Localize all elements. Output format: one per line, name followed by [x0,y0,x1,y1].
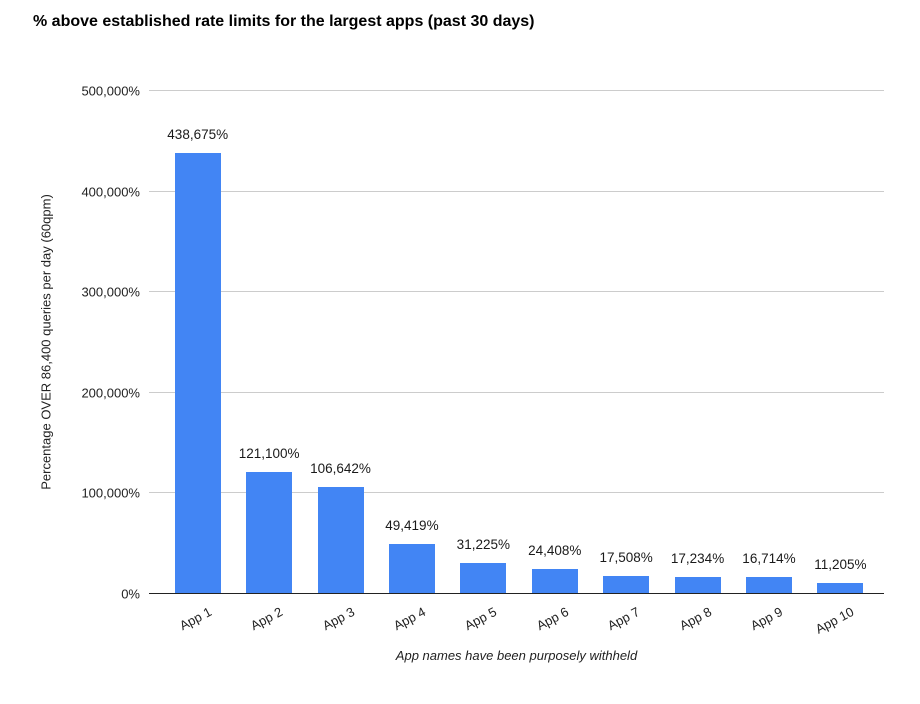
x-tick-label: App 6 [533,604,571,634]
bar-value-label: 106,642% [310,460,371,476]
x-tick-slot: App 2 [233,595,304,647]
x-tick-slot: App 1 [162,595,233,647]
x-tick-label: App 8 [676,604,714,634]
bar-slot: 121,100% [233,91,304,594]
bar-value-label: 17,508% [599,550,653,566]
bar-slot: 17,234% [662,91,733,594]
x-tick-slot: App 7 [590,595,661,647]
y-tick-label: 200,000% [81,385,140,401]
bar-value-label: 438,675% [167,126,229,142]
x-axis-tick-labels: App 1 App 2 App 3 App 4 App 5 App 6 App 7 App 8… [149,595,884,647]
bar-value-label: 11,205% [814,556,867,572]
x-tick-label: App 9 [747,604,785,634]
bar-value-label: 16,714% [742,551,796,567]
bar-value-label: 31,225% [456,536,510,552]
x-tick-label: App 4 [390,604,428,634]
bar-slot: 438,675% [162,91,233,594]
bar-app-3: 106,642% [310,461,371,594]
x-tick-label: App 2 [248,604,286,634]
bar-app-10: 11,205% [814,557,867,594]
gridline [149,391,884,393]
y-tick-label: 100,000% [81,485,140,501]
x-tick-slot: App 4 [376,595,447,647]
bar-slot: 24,408% [519,91,590,594]
x-tick-slot: App 9 [733,595,804,647]
gridline [149,90,884,91]
x-tick-slot: App 8 [662,595,733,647]
bar-slot: 106,642% [305,91,376,594]
chart-title: % above established rate limits for the … [33,13,535,30]
bar-slot: 31,225% [448,91,519,594]
bar-app-1: 438,675% [167,127,228,594]
x-tick-label: App 5 [462,604,500,634]
x-tick-label: App 3 [319,604,357,634]
bar-slot: 16,714% [733,91,804,594]
bar-app-5: 31,225% [457,537,510,594]
bar-value-label: 24,408% [528,543,582,559]
x-tick-label: App 1 [176,604,214,634]
bar-slot: 49,419% [376,91,447,594]
bar-slot: 17,508% [590,91,661,594]
x-tick-slot: App 10 [805,595,876,647]
bar-app-2: 121,100% [239,446,300,594]
y-tick-label: 300,000% [81,284,140,300]
bars-row: 438,675% 121,100% 106,642% 49,419% 31,225% 24… [149,91,884,594]
gridline [149,492,884,494]
bar-slot: 11,205% [805,91,876,594]
x-tick-slot: App 5 [448,595,519,647]
x-axis-baseline [149,593,884,594]
plot-area: 438,675% 121,100% 106,642% 49,419% 31,225% 24… [149,90,884,594]
bar-value-label: 17,234% [670,550,725,566]
x-tick-slot: App 6 [519,595,590,647]
gridline [149,190,884,192]
x-axis-caption: App names have been purposely withheld [395,648,638,663]
x-tick-slot: App 3 [305,595,376,647]
gridline [149,291,884,293]
bar-app-4: 49,419% [385,518,439,594]
bar-value-label: 49,419% [385,518,439,534]
y-tick-label: 0% [121,586,140,602]
y-axis-tick-labels: 0% 100,000% 200,000% 300,000% 400,000% 500,00… [0,84,140,602]
bar-app-9: 16,714% [742,551,796,594]
x-tick-label: App 10 [812,604,857,637]
y-tick-label: 400,000% [81,184,140,200]
bar-app-8: 17,234% [671,551,724,594]
y-tick-label: 500,000% [81,83,140,99]
bar-app-7: 17,508% [599,550,653,594]
x-tick-label: App 7 [605,604,643,634]
bar-value-label: 121,100% [238,446,300,462]
bar-app-6: 24,408% [528,543,581,594]
